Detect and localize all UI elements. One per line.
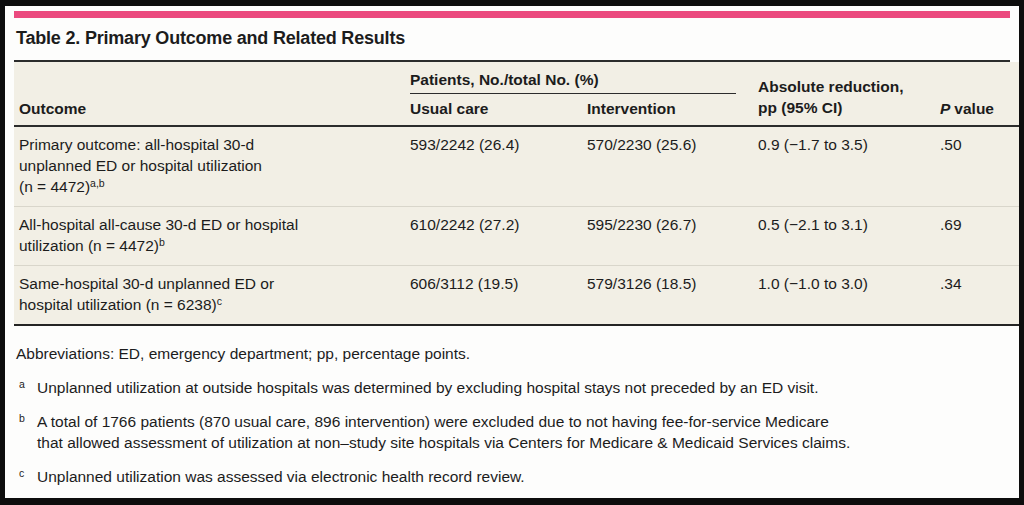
outcome-line: unplanned ED or hospital utilization <box>19 155 410 176</box>
p-value-rest: value <box>954 100 994 117</box>
table-row: Same-hospital 30-d unplanned ED or hospi… <box>14 265 1020 324</box>
intervention-cell: 579/3126 (18.5) <box>587 273 758 315</box>
footnote-marker: b <box>19 408 25 429</box>
footnote-marker: c <box>19 463 24 484</box>
table-header: Outcome Patients, No./total No. (%) Usua… <box>14 62 1020 127</box>
results-table: Outcome Patients, No./total No. (%) Usua… <box>14 62 1020 326</box>
usual-care-cell: 606/3112 (19.5) <box>410 273 587 315</box>
footnote-text: A total of 1766 patients (870 usual care… <box>37 411 1008 432</box>
footnote-a: a Unplanned utilization at outside hospi… <box>16 377 1008 398</box>
intervention-cell: 570/2230 (25.6) <box>587 134 758 197</box>
footnote-marker: a <box>19 374 25 395</box>
table-figure-frame: Table 2. Primary Outcome and Related Res… <box>0 0 1024 505</box>
absolute-reduction-cell: 0.5 (−2.1 to 3.1) <box>758 214 940 256</box>
column-header-usual-care: Usual care <box>410 94 587 125</box>
p-value-cell: .50 <box>940 134 1020 197</box>
outcome-line: Same-hospital 30-d unplanned ED or <box>19 273 410 294</box>
column-header-absolute-reduction: Absolute reduction, pp (95% CI) <box>758 76 940 125</box>
absolute-reduction-cell: 0.9 (−1.7 to 3.5) <box>758 134 940 197</box>
footnotes-section: Abbreviations: ED, emergency department;… <box>14 326 1010 487</box>
p-value-cell: .34 <box>940 273 1020 315</box>
accent-bar <box>14 11 1010 18</box>
footnote-ref: b <box>159 236 165 248</box>
column-header-p-value: Pvalue <box>940 94 1020 125</box>
outcome-line: utilization (n = 4472)b <box>19 235 410 256</box>
column-spanner-patients: Patients, No./total No. (%) <box>410 71 736 94</box>
footnote-ref: c <box>217 295 222 307</box>
footnote-ref: a,b <box>90 177 105 189</box>
usual-care-cell: 610/2242 (27.2) <box>410 214 587 256</box>
intervention-cell: 595/2230 (26.7) <box>587 214 758 256</box>
footnote-c: c Unplanned utilization was assessed via… <box>16 466 1008 487</box>
table-title: Table 2. Primary Outcome and Related Res… <box>14 18 1010 60</box>
outcome-line: (n = 4472)a,b <box>19 176 410 197</box>
footnote-text: Unplanned utilization at outside hospita… <box>37 377 1008 398</box>
footnote-b: b A total of 1766 patients (870 usual ca… <box>16 411 1008 453</box>
outcome-cell: Same-hospital 30-d unplanned ED or hospi… <box>14 273 410 315</box>
absolute-reduction-line2: pp (95% CI) <box>758 97 940 118</box>
usual-care-cell: 593/2242 (26.4) <box>410 134 587 197</box>
absolute-reduction-line1: Absolute reduction, <box>758 76 940 97</box>
column-header-outcome: Outcome <box>14 94 410 125</box>
outcome-cell: Primary outcome: all-hospital 30-d unpla… <box>14 134 410 197</box>
p-value-cell: .69 <box>940 214 1020 256</box>
outcome-line: All-hospital all-cause 30-d ED or hospit… <box>19 214 410 235</box>
outcome-line: Primary outcome: all-hospital 30-d <box>19 134 410 155</box>
outcome-cell: All-hospital all-cause 30-d ED or hospit… <box>14 214 410 256</box>
footnote-text: that allowed assessment of utilization a… <box>37 432 1008 453</box>
p-value-italic-p: P <box>940 100 950 117</box>
column-header-intervention: Intervention <box>587 94 758 125</box>
table-row: Primary outcome: all-hospital 30-d unpla… <box>14 127 1020 206</box>
abbreviations-line: Abbreviations: ED, emergency department;… <box>16 343 1008 364</box>
absolute-reduction-cell: 1.0 (−1.0 to 3.0) <box>758 273 940 315</box>
footnote-text: Unplanned utilization was assessed via e… <box>37 466 1008 487</box>
table-row: All-hospital all-cause 30-d ED or hospit… <box>14 206 1020 265</box>
outcome-line: hospital utilization (n = 6238)c <box>19 294 410 315</box>
